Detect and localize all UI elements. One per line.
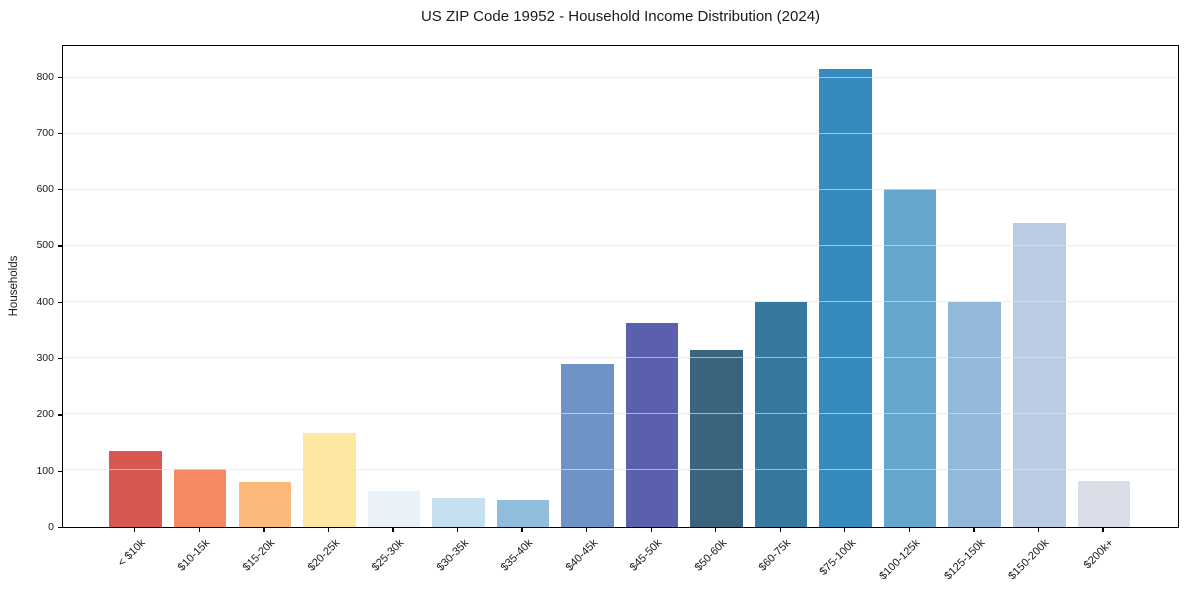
x-tick-mark [585,527,588,532]
y-tick-mark [57,76,62,78]
x-tick-label: $100-125k [877,536,923,582]
y-tick-label: 100 [36,464,54,477]
y-tick-mark [57,470,62,472]
x-tick-mark [263,527,265,532]
y-tick-mark [57,189,62,191]
x-tick-label: $35-40k [498,536,536,574]
x-tick-mark [392,527,394,532]
x-tick-mark [327,527,330,532]
y-tick-mark [57,358,62,360]
bar-$20-25k [303,432,356,527]
x-tick-label: $20-25k [305,536,342,574]
x-tick-label: $125-150k [941,536,988,582]
bar-$35-40k [496,499,550,527]
x-tick-mark [521,527,523,532]
gridline [63,189,1178,191]
x-tick-label: $50-60k [692,536,730,574]
bar-$50-60k [690,349,743,527]
y-tick-label: 400 [36,295,54,308]
y-tick-label: 300 [36,352,54,365]
x-tick-mark [198,527,201,532]
y-tick-mark [57,414,62,416]
x-tick-label: $60-75k [756,536,794,574]
bar-$200k+ [1077,481,1131,527]
x-tick-mark [1102,527,1104,532]
bar-$75-100k [819,69,872,527]
x-tick-label: < $10k [116,536,149,569]
x-tick-mark [844,527,846,532]
y-tick-label: 200 [36,408,54,421]
y-tick-mark [57,301,62,304]
x-tick-label: $75-100k [817,536,859,578]
x-tick-label: $30-35k [434,536,471,574]
plot-area [62,45,1179,528]
y-tick-mark [57,245,62,247]
x-tick-mark [134,527,136,532]
y-tick-mark [57,132,62,135]
bar-$45-50k [625,322,679,527]
bar-< $10k [109,451,162,527]
gridline [63,357,1178,359]
gridline [63,245,1178,247]
x-tick-mark [779,527,781,532]
x-tick-label: $10-15k [176,536,213,574]
x-tick-mark [715,527,717,532]
x-tick-label: $150-200k [1006,536,1052,582]
y-axis-label: Households [8,255,20,317]
x-tick-label: $40-45k [563,536,600,574]
bar-$10-15k [173,469,227,527]
chart-title: US ZIP Code 19952 - Household Income Dis… [420,8,821,25]
bar-$15-20k [238,481,292,527]
gridline [63,301,1178,303]
x-tick-label: $15-20k [240,536,278,574]
x-tick-mark [1037,527,1040,532]
y-tick-label: 600 [36,183,54,196]
x-tick-mark [650,527,652,532]
x-tick-mark [908,527,910,532]
x-tick-label: $200k+ [1082,536,1117,571]
bar-$30-35k [432,498,485,527]
gridline [63,413,1178,415]
x-tick-label: $25-30k [369,536,407,574]
x-tick-mark [456,527,459,532]
y-tick-mark [57,527,62,529]
gridline [63,133,1178,135]
bar-$25-30k [367,491,421,527]
gridline [63,469,1178,471]
y-tick-label: 0 [48,521,54,533]
y-tick-label: 700 [36,126,54,139]
y-tick-label: 500 [36,239,54,252]
x-tick-label: $45-50k [627,536,665,574]
bar-$40-45k [561,364,614,527]
x-tick-mark [973,527,975,532]
bar-$150-200k [1013,223,1066,527]
y-tick-label: 800 [36,70,54,83]
gridline [63,76,1178,78]
